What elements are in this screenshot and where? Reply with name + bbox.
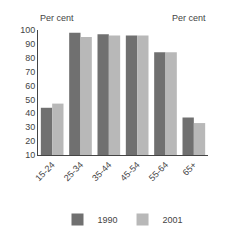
svg-text:2001: 2001	[163, 215, 183, 225]
svg-text:55-64: 55-64	[147, 160, 170, 183]
svg-text:45-54: 45-54	[118, 160, 141, 183]
svg-text:Per cent: Per cent	[40, 13, 74, 23]
svg-text:20: 20	[25, 136, 35, 146]
svg-text:100: 100	[20, 25, 35, 35]
svg-text:80: 80	[25, 53, 35, 63]
svg-text:70: 70	[25, 67, 35, 77]
svg-text:60: 60	[25, 81, 35, 91]
svg-text:65+: 65+	[181, 160, 199, 178]
svg-text:15-24: 15-24	[33, 160, 56, 183]
svg-text:Per cent: Per cent	[172, 13, 206, 23]
svg-text:25-34: 25-34	[62, 160, 85, 183]
svg-text:1990: 1990	[98, 215, 118, 225]
svg-text:35-44: 35-44	[90, 160, 113, 183]
svg-text:30: 30	[25, 122, 35, 132]
svg-text:40: 40	[25, 108, 35, 118]
svg-text:90: 90	[25, 39, 35, 49]
svg-text:50: 50	[25, 95, 35, 105]
svg-text:10: 10	[25, 150, 35, 160]
